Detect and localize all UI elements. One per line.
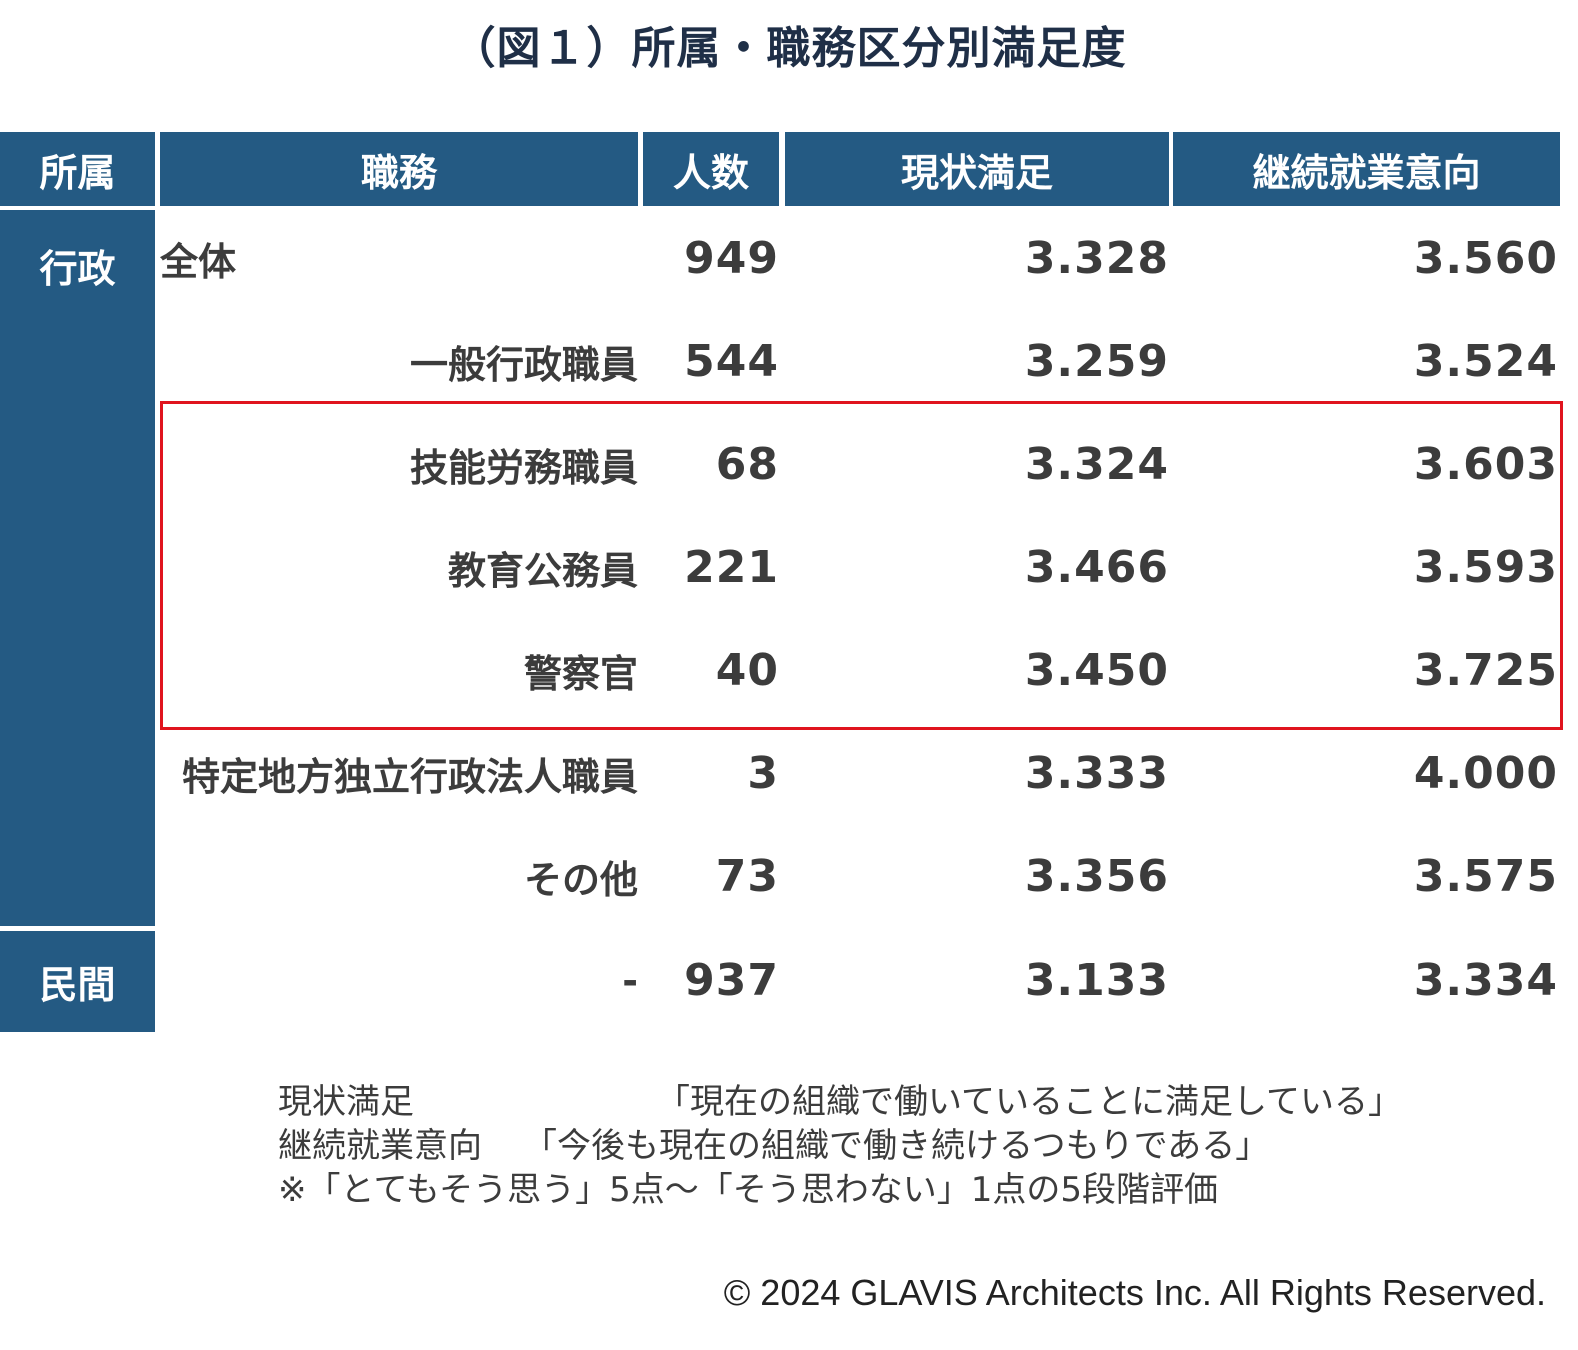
affiliation-minkan: 民間	[0, 931, 155, 1032]
job-cell: -	[622, 958, 638, 1003]
continuation-intent-cell: 3.593	[1413, 542, 1558, 593]
notes: 現状満足 「現在の組織で働いていることに満足している」 継続就業意向 「今後も現在の…	[278, 1080, 1402, 1212]
note-line: 現状満足 「現在の組織で働いていることに満足している」	[278, 1080, 1402, 1124]
note-line: 継続就業意向 「今後も現在の組織で働き続けるつもりである」	[278, 1124, 1402, 1168]
job-cell: 全体	[160, 240, 237, 284]
current-satisfaction-cell: 3.324	[1024, 439, 1169, 490]
continuation-intent-cell: 4.000	[1413, 748, 1558, 799]
continuation-intent-cell: 3.575	[1413, 851, 1558, 902]
continuation-intent-cell: 3.334	[1413, 955, 1558, 1006]
current-satisfaction-cell: 3.328	[1024, 233, 1169, 284]
table-row: - 937 3.133 3.334	[0, 929, 1578, 1032]
copyright: © 2024 GLAVIS Architects Inc. All Rights…	[723, 1272, 1546, 1313]
job-cell: 一般行政職員	[409, 343, 638, 387]
count-cell: 3	[747, 748, 779, 799]
note-text: ※「とてもそう思う」5点～「そう思わない」1点の5段階評価	[278, 1170, 1218, 1210]
job-cell: 教育公務員	[447, 549, 638, 593]
table-row: その他 73 3.356 3.575	[0, 825, 1578, 928]
header-count: 人数	[643, 132, 779, 206]
header-continuation-intent: 継続就業意向	[1173, 132, 1560, 206]
note-text: 「現在の組織で働いていることに満足している」	[656, 1082, 1402, 1122]
table-row: 技能労務職員 68 3.324 3.603	[0, 413, 1578, 516]
count-cell: 221	[684, 542, 779, 593]
current-satisfaction-cell: 3.466	[1024, 542, 1169, 593]
table-row: 警察官 40 3.450 3.725	[0, 619, 1578, 722]
continuation-intent-cell: 3.603	[1413, 439, 1558, 490]
count-cell: 949	[684, 233, 779, 284]
continuation-intent-cell: 3.725	[1413, 645, 1558, 696]
current-satisfaction-cell: 3.333	[1024, 748, 1169, 799]
job-cell: その他	[523, 858, 638, 902]
table-row: 特定地方独立行政法人職員 3 3.333 4.000	[0, 722, 1578, 825]
current-satisfaction-cell: 3.133	[1024, 955, 1169, 1006]
table-row: 全体 949 3.328 3.560	[0, 207, 1578, 310]
note-term: 現状満足	[278, 1082, 414, 1122]
header-current-satisfaction: 現状満足	[785, 132, 1169, 206]
note-text: 「今後も現在の組織で働き続けるつもりである」	[523, 1126, 1270, 1166]
highlight-box	[160, 401, 1563, 730]
job-cell: 特定地方独立行政法人職員	[181, 755, 638, 799]
count-cell: 937	[684, 955, 779, 1006]
table-row: 教育公務員 221 3.466 3.593	[0, 516, 1578, 619]
count-cell: 544	[684, 336, 779, 387]
count-cell: 73	[715, 851, 779, 902]
count-cell: 40	[715, 645, 779, 696]
current-satisfaction-cell: 3.356	[1024, 851, 1169, 902]
note-term: 継続就業意向	[278, 1126, 482, 1166]
count-cell: 68	[715, 439, 779, 490]
affiliation-gyosei: 行政	[0, 210, 155, 926]
header-affiliation: 所属	[0, 132, 155, 206]
current-satisfaction-cell: 3.450	[1024, 645, 1169, 696]
continuation-intent-cell: 3.524	[1413, 336, 1558, 387]
job-cell: 技能労務職員	[409, 446, 638, 490]
affiliation-minkan-label: 民間	[39, 963, 116, 1007]
table-row: 一般行政職員 544 3.259 3.524	[0, 310, 1578, 413]
header-job: 職務	[160, 132, 638, 206]
page-title: （図１）所属・職務区分別満足度	[451, 23, 1127, 74]
note-line: ※「とてもそう思う」5点～「そう思わない」1点の5段階評価	[278, 1168, 1402, 1212]
affiliation-gyosei-label: 行政	[39, 247, 116, 291]
continuation-intent-cell: 3.560	[1413, 233, 1558, 284]
job-cell: 警察官	[523, 652, 638, 696]
current-satisfaction-cell: 3.259	[1024, 336, 1169, 387]
